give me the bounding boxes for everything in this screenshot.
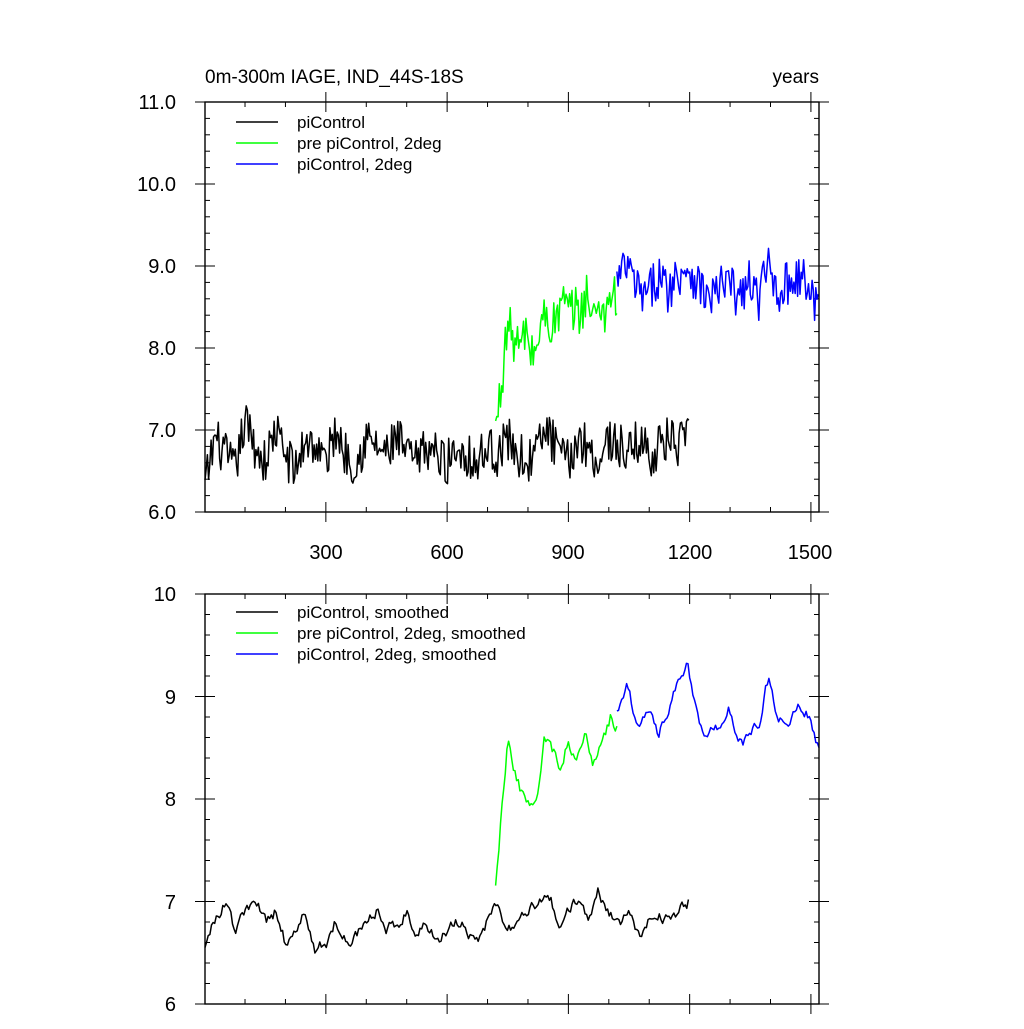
chart-title: 0m-300m IAGE, IND_44S-18S	[205, 67, 464, 88]
y-tick-label: 10	[154, 584, 176, 606]
top-plot-frame	[204, 101, 820, 513]
series-line-top-0	[204, 405, 690, 485]
bottom-legend: piControl, smoothed pre piControl, 2deg,…	[236, 603, 526, 664]
series-line-top-1	[494, 274, 618, 422]
series-line-bottom-2	[616, 662, 820, 748]
legend-label: piControl, 2deg	[297, 155, 412, 174]
top-plot-area	[204, 247, 819, 485]
y-tick-label: 8	[165, 789, 176, 811]
y-tick-label: 9.0	[148, 256, 176, 278]
x-tick-label: 1200	[668, 542, 713, 564]
top-y-tick-labels: 11.0 10.0 9.0 8.0 7.0 6.0	[137, 92, 176, 524]
units-label: years	[773, 67, 819, 88]
y-tick-label: 11.0	[139, 92, 176, 114]
y-tick-label: 10.0	[137, 174, 176, 196]
x-tick-label: 1500	[788, 542, 833, 564]
series-line-bottom-1	[494, 713, 618, 886]
y-tick-label: 6.0	[148, 502, 176, 524]
panel-top: 0m-300m IAGE, IND_44S-18S years 11.0 10.…	[137, 67, 832, 564]
y-tick-label: 7	[165, 892, 176, 914]
y-tick-label: 7.0	[148, 420, 176, 442]
top-x-tick-labels: 300 600 900 1200 1500	[309, 542, 832, 564]
bottom-plot-frame	[204, 593, 820, 1005]
series-line-top-2	[616, 247, 819, 322]
panel-bottom: 10 9 8 7 6 piControl, smoothed pre piCon…	[154, 584, 829, 1016]
legend-label: piControl, smoothed	[297, 603, 449, 622]
bottom-y-tick-labels: 10 9 8 7 6	[154, 584, 176, 1016]
series-line-bottom-0	[204, 887, 690, 954]
legend-label: pre piControl, 2deg, smoothed	[297, 624, 526, 643]
y-tick-label: 9	[165, 687, 176, 709]
bottom-axis-ticks	[195, 584, 829, 1014]
y-tick-label: 8.0	[148, 338, 176, 360]
legend-label: piControl	[297, 113, 365, 132]
legend-label: piControl, 2deg, smoothed	[297, 645, 496, 664]
x-tick-label: 600	[430, 542, 463, 564]
top-legend: piControl pre piControl, 2deg piControl,…	[236, 113, 442, 174]
top-axis-ticks	[195, 92, 829, 522]
bottom-plot-area	[204, 662, 820, 954]
x-tick-label: 300	[309, 542, 342, 564]
y-tick-label: 6	[165, 994, 176, 1016]
legend-label: pre piControl, 2deg	[297, 134, 442, 153]
x-tick-label: 900	[551, 542, 584, 564]
